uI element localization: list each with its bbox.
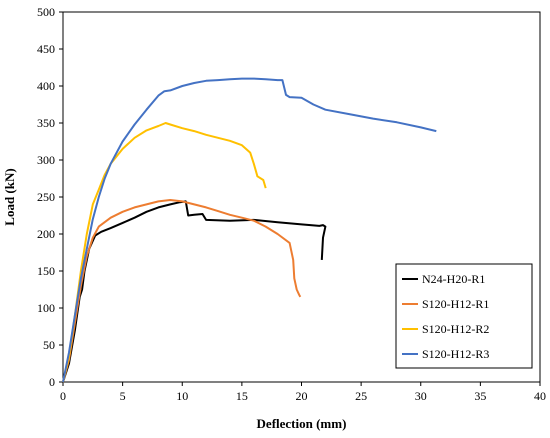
x-tick-label: 10 — [176, 389, 188, 403]
y-tick-label: 100 — [37, 301, 55, 315]
x-axis-title: Deflection (mm) — [257, 416, 347, 431]
legend-entry: S120-H12-R1 — [422, 297, 489, 311]
y-tick-label: 450 — [37, 42, 55, 56]
legend-entry: S120-H12-R2 — [422, 322, 489, 336]
series-line-3 — [62, 122, 267, 383]
x-tick-label: 5 — [120, 389, 126, 403]
x-tick-label: 40 — [534, 389, 546, 403]
x-tick-label: 20 — [296, 389, 308, 403]
legend-entry: N24-H20-R1 — [422, 272, 485, 286]
x-axis-ticks: 0 5 10 15 20 25 30 35 40 — [60, 382, 546, 403]
x-tick-label: 25 — [355, 389, 367, 403]
x-tick-label: 0 — [60, 389, 66, 403]
y-axis-ticks: 0 50 100 150 200 250 300 350 400 450 500 — [37, 5, 63, 389]
x-tick-label: 15 — [236, 389, 248, 403]
legend-entry: S120-H12-R3 — [422, 347, 489, 361]
legend-box — [395, 263, 533, 369]
series-line-4 — [62, 77, 437, 383]
y-tick-label: 250 — [37, 190, 55, 204]
y-tick-label: 300 — [37, 153, 55, 167]
series-line-1 — [62, 200, 327, 383]
y-tick-label: 200 — [37, 227, 55, 241]
x-tick-label: 35 — [474, 389, 486, 403]
series-line-2 — [62, 199, 302, 383]
y-tick-label: 500 — [37, 5, 55, 19]
y-tick-label: 50 — [43, 338, 55, 352]
y-tick-label: 150 — [37, 264, 55, 278]
y-tick-label: 400 — [37, 79, 55, 93]
x-tick-label: 30 — [415, 389, 427, 403]
y-tick-label: 350 — [37, 116, 55, 130]
y-tick-label: 0 — [49, 375, 55, 389]
series-layer — [62, 77, 437, 383]
y-axis-title: Load (kN) — [2, 168, 17, 225]
legend: N24-H20-R1 S120-H12-R1 S120-H12-R2 S120-H12… — [395, 263, 533, 369]
